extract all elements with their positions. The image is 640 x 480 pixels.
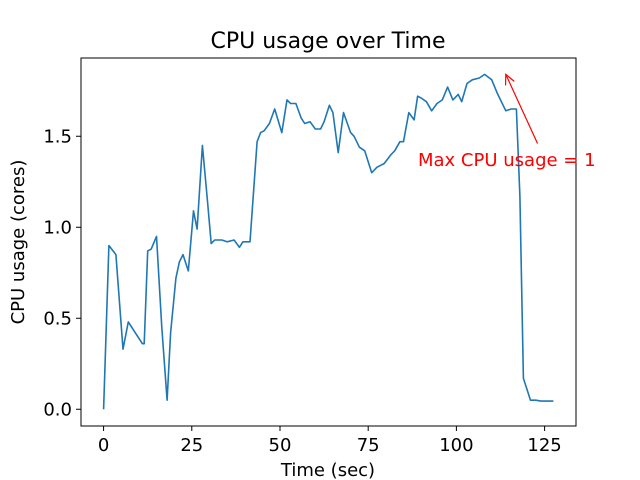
x-tick-label: 0 — [98, 435, 109, 456]
cpu-usage-series-line — [102, 73, 554, 410]
plot-area: 0 25 50 75 100 125 0.0 0.5 1.0 1.5 Max CPU usage =… — [43, 57, 596, 456]
y-tick-label: 0.5 — [43, 308, 72, 329]
annotation-arrow-head — [504, 73, 515, 86]
y-tick-label: 1.5 — [43, 126, 72, 147]
annotation-text: Max CPU usage = 1 — [418, 150, 596, 171]
chart-title: CPU usage over Time — [211, 29, 446, 54]
x-tick-label: 125 — [527, 435, 561, 456]
annotation-arrow-shaft — [505, 74, 539, 144]
y-axis-label: CPU usage (cores) — [8, 160, 29, 325]
x-tick-label: 25 — [180, 435, 203, 456]
x-tick-label: 100 — [439, 435, 473, 456]
x-axis-label: Time (sec) — [280, 460, 375, 480]
x-tick-label: 75 — [357, 435, 380, 456]
y-tick-label: 1.0 — [43, 217, 72, 238]
y-tick-label: 0.0 — [43, 399, 72, 420]
x-tick-label: 50 — [269, 435, 292, 456]
plot-frame — [80, 57, 577, 427]
